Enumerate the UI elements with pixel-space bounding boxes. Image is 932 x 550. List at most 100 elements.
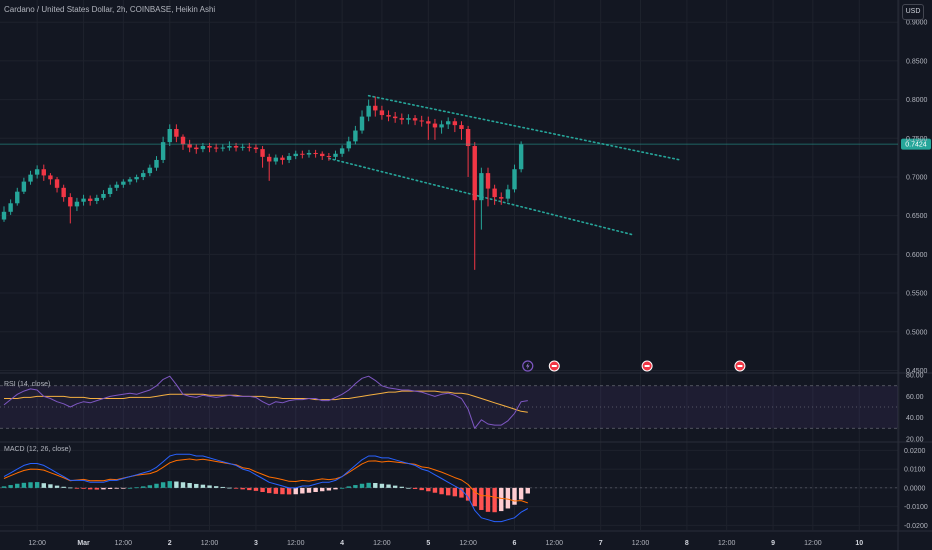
macd-histogram-bar [21, 482, 27, 488]
price-tick-label: 0.7500 [906, 136, 928, 143]
macd-histogram-bar [399, 486, 404, 488]
macd-histogram-bar [240, 487, 245, 490]
candle-body [94, 197, 100, 201]
macd-histogram-bar [141, 486, 146, 488]
event-markers[interactable] [522, 360, 746, 372]
candle-body [107, 187, 113, 194]
macd-histogram-bar [518, 487, 524, 500]
macd-signal-line [3, 458, 528, 504]
candle-body [247, 146, 252, 148]
rsi-band-area [0, 385, 898, 429]
candle-body [326, 156, 332, 158]
candle-body [227, 146, 232, 148]
macd-histogram-bar [260, 487, 265, 492]
rsi-tick-label: 60.00 [906, 394, 924, 401]
macd-histogram-bar [220, 486, 225, 488]
macd-histogram-bar [320, 487, 325, 492]
grid-lines [0, 0, 900, 530]
candle-body [54, 179, 60, 188]
macd-histogram-bar [74, 487, 80, 489]
macd-histogram-bar [326, 487, 332, 491]
price-axis[interactable]: 0.9000 0.8500 0.8000 0.7500 0.7000 0.6500 0.60… [904, 20, 928, 530]
macd-histogram-bar [353, 485, 358, 488]
macd-histogram-bar [114, 487, 119, 489]
candle-body [267, 156, 272, 162]
candle-body [121, 181, 126, 185]
candle-body [446, 121, 451, 125]
candle-body [61, 187, 66, 198]
macd-tick-label: 0.0100 [904, 467, 926, 474]
rsi-legend-label[interactable]: RSI (14, close) [4, 381, 51, 388]
time-tick-label: 6 [513, 540, 517, 547]
time-tick-label: 12:00 [373, 540, 391, 547]
price-tick-label: 0.6500 [906, 213, 928, 220]
candle-body [492, 188, 497, 198]
macd-histogram-bar [359, 483, 365, 488]
macd-histogram-bar [459, 487, 464, 498]
macd-histogram-bar [68, 487, 73, 489]
price-tick-label: 0.6000 [906, 252, 928, 259]
macd-histogram-bar [366, 482, 371, 488]
candle-body [479, 173, 484, 201]
time-tick-label: 4 [340, 540, 344, 547]
time-axis[interactable]: 12:00 Mar 12:00 2 12:00 3 12:00 4 12:00 5 12:00 6 12… [28, 540, 863, 547]
time-tick-label: 9 [771, 540, 775, 547]
candle-body [68, 197, 73, 207]
macd-histogram-bar [61, 486, 66, 488]
macd-histogram-bar [313, 487, 318, 492]
candle-body [200, 146, 206, 150]
candle-body [293, 153, 298, 157]
candle-body [87, 198, 93, 201]
candle-body [339, 148, 345, 154]
candle-body [101, 194, 106, 198]
lightning-icon [525, 362, 530, 370]
macd-histogram-bar [505, 487, 511, 509]
macd-histogram-bar [247, 487, 252, 491]
macd-histogram-bar [273, 487, 279, 494]
time-tick-label: 10 [855, 540, 863, 547]
macd-histogram-bar [160, 482, 166, 488]
macd-histogram-bar [8, 485, 13, 488]
rsi-tick-label: 80.00 [906, 373, 924, 380]
time-tick-label: 12:00 [718, 540, 736, 547]
macd-histogram-bar [87, 487, 93, 490]
chart-title: Cardano / United States Dollar, 2h, COIN… [4, 5, 216, 14]
candle-body [472, 146, 477, 201]
macd-histogram-bar [472, 487, 477, 507]
macd-tick-label: 0.0200 [904, 448, 926, 455]
macd-legend-label[interactable]: MACD (12, 26, close) [4, 446, 71, 453]
candle-body [426, 121, 431, 124]
macd-line [3, 453, 529, 523]
candle-body [419, 120, 424, 122]
macd-histogram-bar [373, 483, 378, 488]
time-tick-label: 7 [599, 540, 603, 547]
price-tick-label: 0.5500 [906, 291, 928, 298]
time-tick-label: 8 [685, 540, 689, 547]
macd-histogram-bar [194, 483, 199, 488]
macd-histogram-bar [499, 487, 504, 512]
candle-body [313, 152, 318, 154]
candlestick-series [1, 96, 524, 270]
price-tick-label: 0.8500 [906, 58, 928, 65]
currency-button[interactable]: USD [902, 4, 924, 20]
candle-body [34, 169, 40, 175]
earnings-mark-icon [644, 365, 650, 367]
candle-body [306, 152, 312, 155]
time-tick-label: 12:00 [201, 540, 219, 547]
macd-histogram-bar [465, 487, 471, 501]
candle-body [48, 175, 53, 180]
macd-tick-label: 0.0000 [904, 485, 926, 492]
candle-body [459, 125, 464, 129]
time-tick-label: 12:00 [632, 540, 650, 547]
candle-body [167, 128, 172, 143]
candle-body [240, 146, 245, 148]
candle-body [28, 174, 33, 182]
macd-histogram-bar [107, 487, 113, 489]
macd-histogram-bar [306, 487, 312, 493]
macd-histogram-bar [207, 485, 212, 488]
macd-histogram-bar [101, 487, 106, 490]
candle-body [15, 191, 20, 204]
candle-body [81, 198, 86, 202]
candle-body [366, 105, 371, 117]
